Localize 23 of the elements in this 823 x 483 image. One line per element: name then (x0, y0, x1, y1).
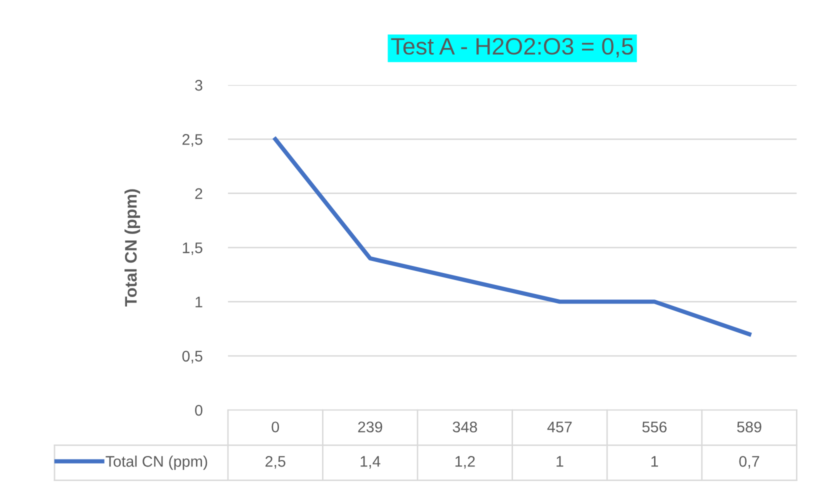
legend-label: Total CN (ppm) (106, 456, 208, 470)
data-label: 2,5 (266, 456, 286, 469)
chart-title: Test A - H2O2:O3 = 0,5 (391, 38, 634, 58)
data-label: 0,7 (739, 456, 760, 469)
data-label: 1,2 (455, 456, 475, 469)
x-tick-label: 457 (547, 422, 572, 432)
y-tick-label: 0 (195, 404, 202, 416)
y-tick-label: 2 (195, 188, 202, 199)
y-tick-label: 3 (195, 80, 202, 91)
y-axis-title: Total CN (ppm) (124, 189, 140, 306)
data-label: 1 (651, 456, 658, 467)
x-tick-label: 0 (272, 422, 280, 432)
x-tick-label: 348 (452, 422, 478, 432)
x-tick-label: 239 (358, 422, 382, 432)
data-label: 1 (556, 456, 564, 467)
y-tick-label: 2,5 (182, 134, 202, 147)
line-series (273, 137, 752, 336)
x-tick-label: 556 (642, 422, 667, 432)
y-tick-label: 1 (196, 296, 202, 308)
y-tick-label: 0,5 (182, 350, 202, 364)
data-label: 1,4 (360, 456, 380, 469)
y-tick-label: 1,5 (182, 242, 202, 256)
x-tick-label: 589 (737, 422, 762, 432)
